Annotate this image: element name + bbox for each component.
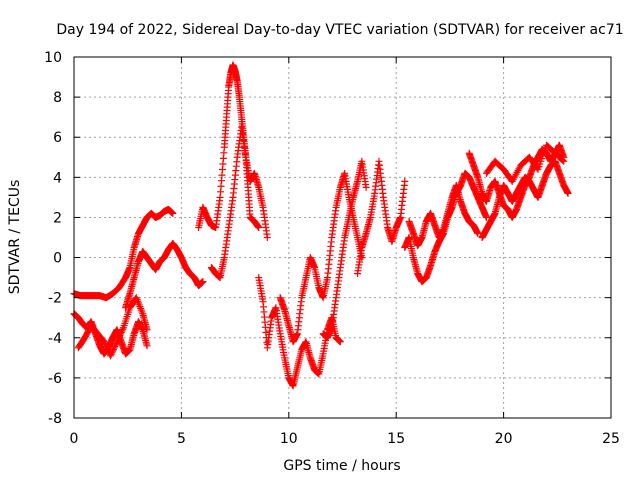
y-axis-ticks: -8 -6 -4 -2 0 2 4 6 8 10: [44, 50, 611, 427]
data-point: [107, 350, 115, 358]
y-tick-label: -2: [48, 291, 62, 307]
x-tick-label: 25: [602, 431, 620, 447]
series-track-d: [122, 240, 207, 312]
series-track-a: [70, 205, 177, 302]
data-point: [401, 177, 409, 185]
data-point: [118, 327, 126, 335]
x-tick-label: 10: [280, 431, 298, 447]
data-point: [263, 234, 271, 241]
y-tick-label: 10: [44, 50, 62, 66]
data-point: [110, 344, 118, 352]
x-axis-ticks: 0 5 10 15 20 25: [70, 57, 620, 447]
data-points: [70, 61, 572, 390]
y-tick-label: -4: [48, 331, 62, 347]
y-tick-label: 6: [53, 130, 62, 146]
data-point: [117, 330, 125, 338]
x-tick-label: 15: [387, 431, 405, 447]
x-tick-label: 0: [70, 431, 79, 447]
series-track-l: [405, 181, 482, 250]
x-axis-label: GPS time / hours: [283, 458, 400, 474]
data-point: [119, 325, 127, 333]
data-point: [102, 342, 110, 350]
data-point: [559, 156, 567, 164]
series-track-h: [276, 169, 366, 346]
data-point: [112, 339, 120, 347]
y-tick-label: -6: [48, 371, 62, 387]
y-tick-label: 0: [53, 251, 62, 267]
series-track-o: [482, 141, 568, 185]
y-tick-label: 4: [53, 170, 62, 186]
chart-title: Day 194 of 2022, Sidereal Day-to-day VTE…: [56, 22, 623, 38]
data-point: [100, 338, 108, 346]
series-track-j: [354, 157, 409, 278]
series-track-c: [74, 294, 151, 360]
data-point: [143, 326, 151, 334]
data-point: [199, 278, 207, 286]
data-point: [560, 157, 568, 165]
data-point: [111, 342, 119, 350]
x-tick-label: 5: [177, 431, 186, 447]
data-point: [109, 347, 117, 355]
grid-lines: [74, 57, 611, 418]
x-tick-label: 20: [495, 431, 513, 447]
series-track-b: [70, 310, 151, 358]
data-point: [362, 183, 370, 191]
data-point: [482, 213, 490, 221]
series-track-f: [207, 123, 271, 282]
data-point: [117, 328, 125, 336]
y-tick-label: 8: [53, 90, 62, 106]
data-point: [114, 335, 122, 343]
data-point: [116, 332, 124, 340]
data-point: [143, 342, 151, 350]
series-track-n: [478, 157, 572, 241]
series-track-e: [195, 61, 263, 231]
data-point: [108, 349, 116, 357]
data-point: [109, 346, 117, 354]
y-tick-label: 2: [53, 210, 62, 226]
data-point: [255, 223, 263, 231]
data-point: [474, 229, 482, 237]
y-tick-label: -8: [48, 411, 62, 427]
data-point: [115, 333, 123, 341]
plot-frame: [73, 56, 612, 419]
data-point: [114, 336, 122, 344]
data-point: [113, 338, 121, 346]
data-point: [101, 339, 109, 347]
y-axis-label: SDTVAR / TECUs: [7, 180, 23, 295]
data-point: [112, 341, 120, 349]
data-point: [107, 352, 115, 360]
series-track-i: [319, 157, 370, 342]
data-point: [103, 344, 111, 352]
data-point: [169, 209, 177, 217]
data-point: [102, 341, 110, 349]
data-point: [564, 189, 572, 197]
data-point: [336, 338, 344, 346]
